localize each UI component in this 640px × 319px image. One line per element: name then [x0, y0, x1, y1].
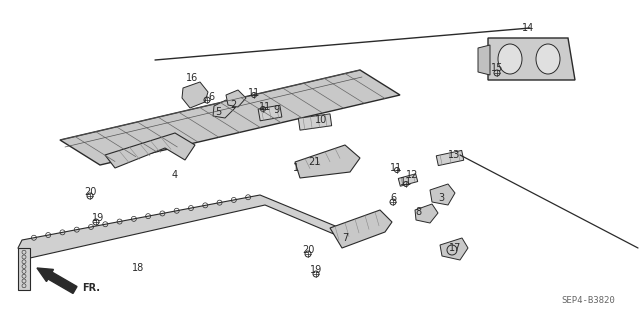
Text: 20: 20 [84, 187, 96, 197]
Polygon shape [226, 90, 246, 107]
FancyArrow shape [37, 268, 77, 293]
Text: SEP4-B3820: SEP4-B3820 [561, 296, 615, 305]
Polygon shape [18, 195, 348, 265]
Polygon shape [295, 145, 360, 178]
Text: 15: 15 [491, 63, 503, 73]
Text: 8: 8 [415, 207, 421, 217]
Text: 16: 16 [186, 73, 198, 83]
Polygon shape [440, 238, 468, 260]
Ellipse shape [536, 44, 560, 74]
Text: 21: 21 [308, 157, 320, 167]
Polygon shape [478, 45, 490, 75]
Text: 6: 6 [208, 92, 214, 102]
Text: 11: 11 [248, 88, 260, 98]
Polygon shape [488, 38, 575, 80]
Text: 9: 9 [273, 105, 279, 115]
Text: 17: 17 [449, 243, 461, 253]
Text: 10: 10 [315, 115, 327, 125]
Text: FR.: FR. [82, 283, 100, 293]
Text: 3: 3 [438, 193, 444, 203]
Text: 14: 14 [522, 23, 534, 33]
Polygon shape [258, 105, 282, 121]
Text: 12: 12 [406, 170, 418, 180]
Polygon shape [330, 210, 392, 248]
Text: 6: 6 [390, 193, 396, 203]
Ellipse shape [498, 44, 522, 74]
Polygon shape [436, 150, 464, 166]
Polygon shape [105, 133, 195, 168]
Polygon shape [415, 204, 438, 223]
Text: 2: 2 [230, 100, 236, 110]
Text: 4: 4 [172, 170, 178, 180]
Polygon shape [430, 184, 455, 205]
Text: 18: 18 [132, 263, 144, 273]
Text: 19: 19 [92, 213, 104, 223]
Text: 1: 1 [293, 163, 299, 173]
Polygon shape [182, 82, 208, 108]
Polygon shape [18, 248, 30, 290]
Text: 19: 19 [310, 265, 322, 275]
Polygon shape [298, 114, 332, 130]
Text: 11: 11 [259, 102, 271, 112]
Text: 11: 11 [400, 177, 412, 187]
Polygon shape [60, 70, 400, 165]
Text: 7: 7 [342, 233, 348, 243]
Text: 13: 13 [448, 150, 460, 160]
Text: 20: 20 [302, 245, 314, 255]
Polygon shape [398, 174, 418, 186]
Text: 11: 11 [390, 163, 402, 173]
Text: 5: 5 [215, 107, 221, 117]
Polygon shape [213, 100, 235, 118]
